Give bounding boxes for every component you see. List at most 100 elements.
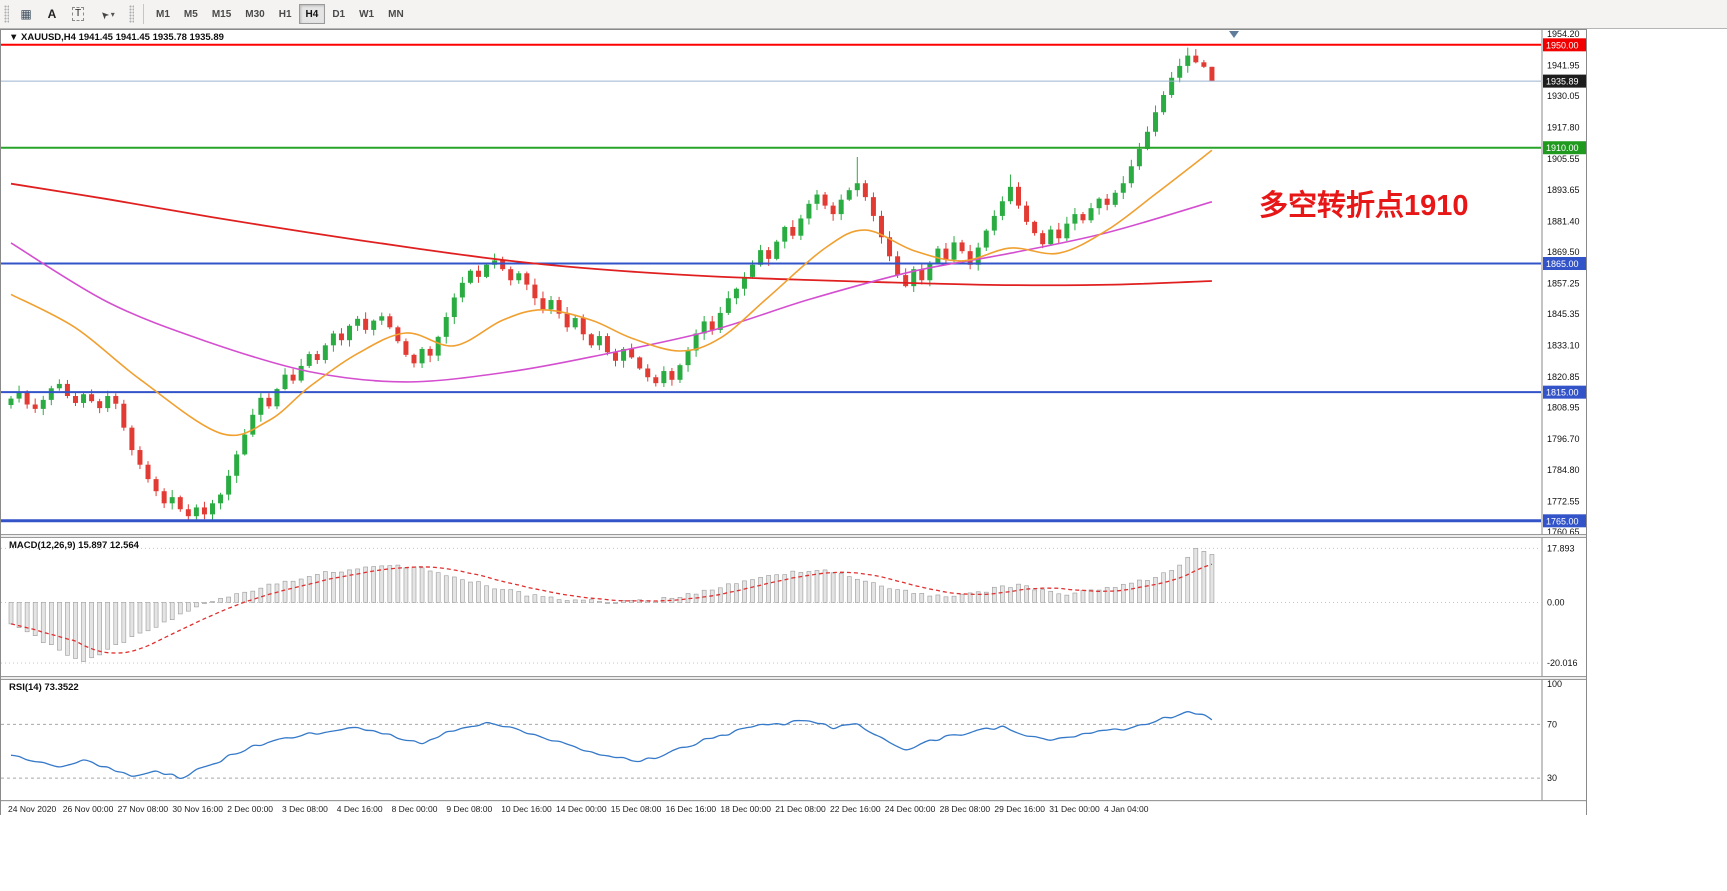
main-chart-pane[interactable]: 1954.20 1941.95 1930.05 1917.80 1905.55 1893.… [1, 30, 1586, 534]
macd-bar [484, 585, 489, 603]
macd-bar [895, 589, 900, 603]
timeframe-m5-button[interactable]: M5 [177, 4, 205, 24]
candle-body [766, 250, 772, 259]
pane-separator [1, 800, 1586, 802]
candle-body [613, 352, 618, 361]
rsi-pane[interactable]: 100 70 30 RSI(14) 73.3522 [1, 680, 1586, 800]
timeframe-w1-button[interactable]: W1 [352, 4, 381, 24]
candle-body [725, 298, 731, 313]
macd-bar [1080, 589, 1086, 603]
candle-body [959, 242, 965, 252]
price-tick-label: 1857.25 [1547, 278, 1580, 288]
toolbar-grip-2[interactable] [129, 5, 134, 23]
candle-body [782, 226, 788, 242]
price-tick-label: 1954.20 [1547, 30, 1580, 39]
slow-ma[interactable] [10, 182, 1212, 287]
medium-ma[interactable] [10, 201, 1213, 383]
macd-bar [992, 586, 997, 603]
price-tick-label: 1772.55 [1547, 496, 1580, 506]
candle-body [524, 273, 530, 285]
price-tick-label: 1808.95 [1547, 403, 1580, 413]
rsi-line[interactable] [10, 711, 1213, 780]
macd-bar [234, 593, 239, 603]
macd-bar [838, 573, 844, 603]
macd-bar [153, 602, 159, 628]
candle-body [153, 479, 159, 492]
macd-surface[interactable]: 17.893 0.00 -20.016 [1, 538, 1586, 676]
timeframe-h1-button[interactable]: H1 [272, 4, 299, 24]
candle-body [427, 348, 433, 356]
macd-bar [887, 588, 892, 603]
macd-signal-line[interactable] [10, 563, 1213, 654]
candle-body [1056, 229, 1062, 239]
macd-bar [443, 575, 449, 603]
price-badge-label: 1950.00 [1546, 40, 1579, 50]
price-tick-label: 1833.10 [1547, 341, 1580, 351]
timeframe-m15-button[interactable]: M15 [205, 4, 238, 24]
toolbar-grip[interactable] [4, 5, 9, 23]
candle-body [500, 260, 506, 270]
macd-bar [1209, 554, 1215, 603]
timeframe-d1-button[interactable]: D1 [325, 4, 352, 24]
time-label: 29 Dec 16:00 [994, 804, 1045, 814]
candle-body [822, 194, 828, 206]
timeframe-m30-button[interactable]: M30 [238, 4, 271, 24]
candle-body [467, 270, 473, 283]
timeframe-mn-button[interactable]: MN [381, 4, 411, 24]
candle-body [419, 348, 425, 364]
macd-axis-label: 0.00 [1547, 597, 1565, 607]
time-axis[interactable]: 24 Nov 2020 26 Nov 00:00 27 Nov 08:00 30 No… [1, 802, 1586, 815]
macd-bar [766, 575, 771, 603]
candle-body [258, 397, 264, 415]
scroll-to-end-marker[interactable] [1229, 31, 1239, 38]
macd-bar [306, 576, 312, 603]
candle-body [97, 401, 103, 409]
macd-bar [556, 599, 562, 603]
price-badge-label: 1910.00 [1546, 143, 1579, 153]
chart-annotation[interactable]: 多空转折点1910 [1259, 190, 1469, 222]
candle-body [1193, 55, 1199, 63]
macd-pane[interactable]: 17.893 0.00 -20.016 MACD(12,26,9) 15.897 1… [1, 538, 1586, 676]
charts-grid-button[interactable]: ▦ [14, 3, 38, 25]
macd-bar [734, 583, 739, 603]
timeframe-h4-button[interactable]: H4 [298, 4, 326, 24]
cursor-tool-button[interactable]: ➤ ▾ [92, 3, 124, 25]
macd-bar [105, 602, 111, 650]
candle-body [169, 497, 175, 504]
macd-bar [782, 574, 788, 603]
time-label: 30 Nov 16:00 [172, 804, 223, 814]
macd-bar [16, 602, 22, 628]
time-label: 4 Jan 04:00 [1104, 804, 1149, 814]
macd-bar [419, 567, 425, 603]
timeframe-m1-button[interactable]: M1 [149, 4, 177, 24]
price-badge [1543, 257, 1586, 271]
candle-body [226, 475, 232, 495]
main-chart-surface[interactable]: 1954.20 1941.95 1930.05 1917.80 1905.55 1893.… [1, 30, 1586, 534]
ohlc-open: 1941.45 [78, 32, 113, 43]
rsi-axis-label: 100 [1547, 680, 1562, 689]
macd-bar [1201, 551, 1207, 603]
candle-body [677, 365, 683, 380]
macd-bar [854, 578, 860, 603]
candle-body [1048, 229, 1054, 245]
candle-body [81, 394, 87, 403]
rsi-surface[interactable]: 100 70 30 [1, 680, 1586, 800]
candle-body [790, 226, 796, 236]
text-tool-button[interactable]: T [66, 3, 90, 25]
macd-bar [331, 572, 336, 603]
pane-separator[interactable] [1, 676, 1586, 680]
macd-name: MACD(12,26,9) [9, 540, 76, 551]
macd-bar [282, 580, 288, 603]
label-tool-button[interactable]: A [40, 3, 64, 25]
collapse-triangle-icon[interactable]: ▼ [9, 32, 19, 43]
timeframe-group: M1 M5 M15 M30 H1 H4 D1 W1 MN [149, 4, 411, 24]
candle-body [967, 251, 973, 265]
macd-bar [395, 564, 401, 603]
macd-bar [951, 595, 957, 603]
time-label: 8 Dec 00:00 [391, 804, 438, 814]
candle-body [411, 354, 417, 364]
macd-bar [451, 576, 457, 603]
fast-ma[interactable] [10, 149, 1213, 437]
candle-body [669, 371, 675, 380]
pane-separator[interactable] [1, 534, 1586, 538]
